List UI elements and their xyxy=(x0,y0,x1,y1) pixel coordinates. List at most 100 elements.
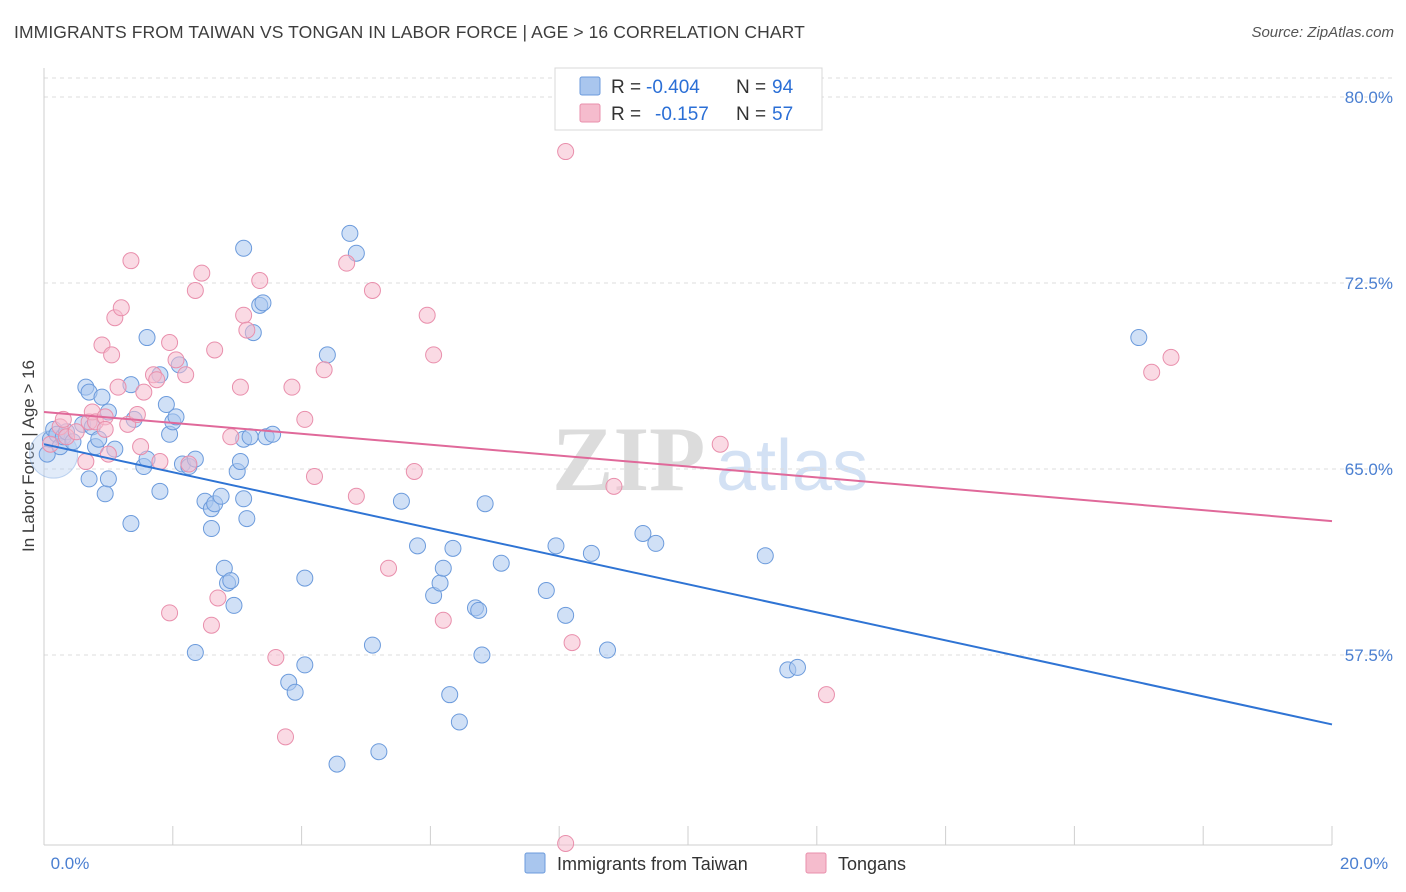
data-point-tongans xyxy=(557,834,575,852)
data-point-taiwan xyxy=(370,743,388,761)
series-legend-swatch-taiwan xyxy=(524,852,546,874)
data-point-tongans xyxy=(315,361,333,379)
data-point-taiwan xyxy=(96,485,114,503)
legend-r-label-tongans: R = xyxy=(611,104,641,125)
data-point-tongans xyxy=(405,462,423,480)
data-point-taiwan xyxy=(235,490,253,508)
data-point-taiwan xyxy=(599,641,616,659)
data-point-tongans xyxy=(151,453,169,471)
data-point-tongans xyxy=(103,346,121,364)
data-point-taiwan xyxy=(212,487,230,505)
y-tick-label: 65.0% xyxy=(1345,460,1393,479)
data-point-tongans xyxy=(77,453,95,471)
series-legend-label-tongans: Tongans xyxy=(838,854,906,874)
data-point-tongans xyxy=(1143,363,1161,381)
data-point-taiwan xyxy=(157,396,175,414)
watermark-zip: ZIP xyxy=(552,408,705,510)
data-point-taiwan xyxy=(537,582,555,600)
data-point-tongans xyxy=(161,334,179,352)
data-point-tongans xyxy=(132,438,150,456)
data-point-tongans xyxy=(711,435,729,453)
legend-r-value-taiwan: -0.404 xyxy=(646,77,700,98)
data-point-taiwan xyxy=(235,239,253,257)
data-point-taiwan xyxy=(431,574,449,592)
data-point-taiwan xyxy=(99,470,117,488)
gridlines xyxy=(44,77,1394,656)
data-point-tongans xyxy=(1162,348,1180,366)
data-point-tongans xyxy=(167,351,185,369)
data-point-tongans xyxy=(161,604,179,622)
data-point-tongans xyxy=(109,378,127,396)
data-point-tongans xyxy=(235,306,253,324)
data-point-tongans xyxy=(363,281,381,299)
data-point-taiwan xyxy=(492,554,510,572)
legend-r-label-taiwan: R = xyxy=(611,77,641,98)
data-point-tongans xyxy=(177,366,195,384)
data-point-tongans xyxy=(434,611,452,629)
data-point-tongans xyxy=(135,383,153,401)
data-point-taiwan xyxy=(582,544,600,562)
data-point-taiwan xyxy=(186,644,204,662)
data-point-tongans xyxy=(305,467,323,485)
data-point-taiwan xyxy=(167,408,185,426)
series-legend-label-taiwan: Immigrants from Taiwan xyxy=(557,854,748,874)
legend-r-value-tongans: -0.157 xyxy=(655,104,709,125)
data-point-tongans xyxy=(180,455,198,473)
data-point-taiwan xyxy=(1130,329,1148,347)
data-point-tongans xyxy=(122,252,140,270)
data-point-tongans xyxy=(96,420,114,438)
data-point-tongans xyxy=(277,728,294,746)
watermark: ZIP atlas xyxy=(552,408,868,510)
data-point-tongans xyxy=(238,321,256,339)
data-point-taiwan xyxy=(476,495,494,513)
data-point-taiwan xyxy=(341,224,359,242)
data-point-taiwan xyxy=(225,596,243,614)
series-legend-swatch-tongans xyxy=(805,852,827,874)
data-point-tongans xyxy=(380,559,398,577)
series-taiwan-points xyxy=(29,224,1148,773)
data-point-taiwan xyxy=(296,656,314,674)
data-point-taiwan xyxy=(450,713,468,731)
data-point-tongans xyxy=(128,405,146,423)
data-point-taiwan xyxy=(647,534,665,552)
y-tick-label: 80.0% xyxy=(1345,88,1393,107)
data-point-tongans xyxy=(209,589,227,607)
chart-source: Source: ZipAtlas.com xyxy=(1251,24,1394,41)
data-point-tongans xyxy=(202,616,220,634)
data-point-taiwan xyxy=(296,569,314,587)
data-point-tongans xyxy=(267,648,285,666)
data-point-taiwan xyxy=(547,537,565,555)
series-legend: Immigrants from Taiwan Tongans xyxy=(524,852,906,874)
data-point-tongans xyxy=(338,254,356,272)
data-point-tongans xyxy=(186,281,204,299)
data-point-taiwan xyxy=(254,294,272,312)
data-point-tongans xyxy=(231,378,249,396)
data-point-tongans xyxy=(193,264,211,282)
watermark-atlas: atlas xyxy=(716,426,868,506)
data-point-taiwan xyxy=(264,425,282,443)
data-point-taiwan xyxy=(231,453,249,471)
y-tick-label: 57.5% xyxy=(1345,646,1393,665)
data-point-tongans xyxy=(283,378,301,396)
x-tick-label-min: 0.0% xyxy=(51,854,90,873)
data-point-taiwan xyxy=(318,346,336,364)
data-point-taiwan xyxy=(241,428,259,446)
data-point-tongans xyxy=(425,346,443,364)
data-point-taiwan xyxy=(409,537,427,555)
data-point-tongans xyxy=(112,299,130,317)
data-point-taiwan xyxy=(434,559,452,577)
x-tick-label-max: 20.0% xyxy=(1340,854,1388,873)
trend-lines xyxy=(43,410,1333,726)
data-point-taiwan xyxy=(756,547,774,565)
data-point-taiwan xyxy=(444,539,462,557)
data-point-tongans xyxy=(222,428,240,446)
data-point-taiwan xyxy=(122,515,140,533)
data-point-tongans xyxy=(206,341,224,359)
legend-n-value-taiwan: 94 xyxy=(772,77,794,98)
data-point-tongans xyxy=(41,435,59,453)
data-point-taiwan xyxy=(222,572,240,590)
data-point-taiwan xyxy=(441,686,459,704)
data-point-tongans xyxy=(296,410,314,428)
data-point-taiwan xyxy=(557,606,575,624)
